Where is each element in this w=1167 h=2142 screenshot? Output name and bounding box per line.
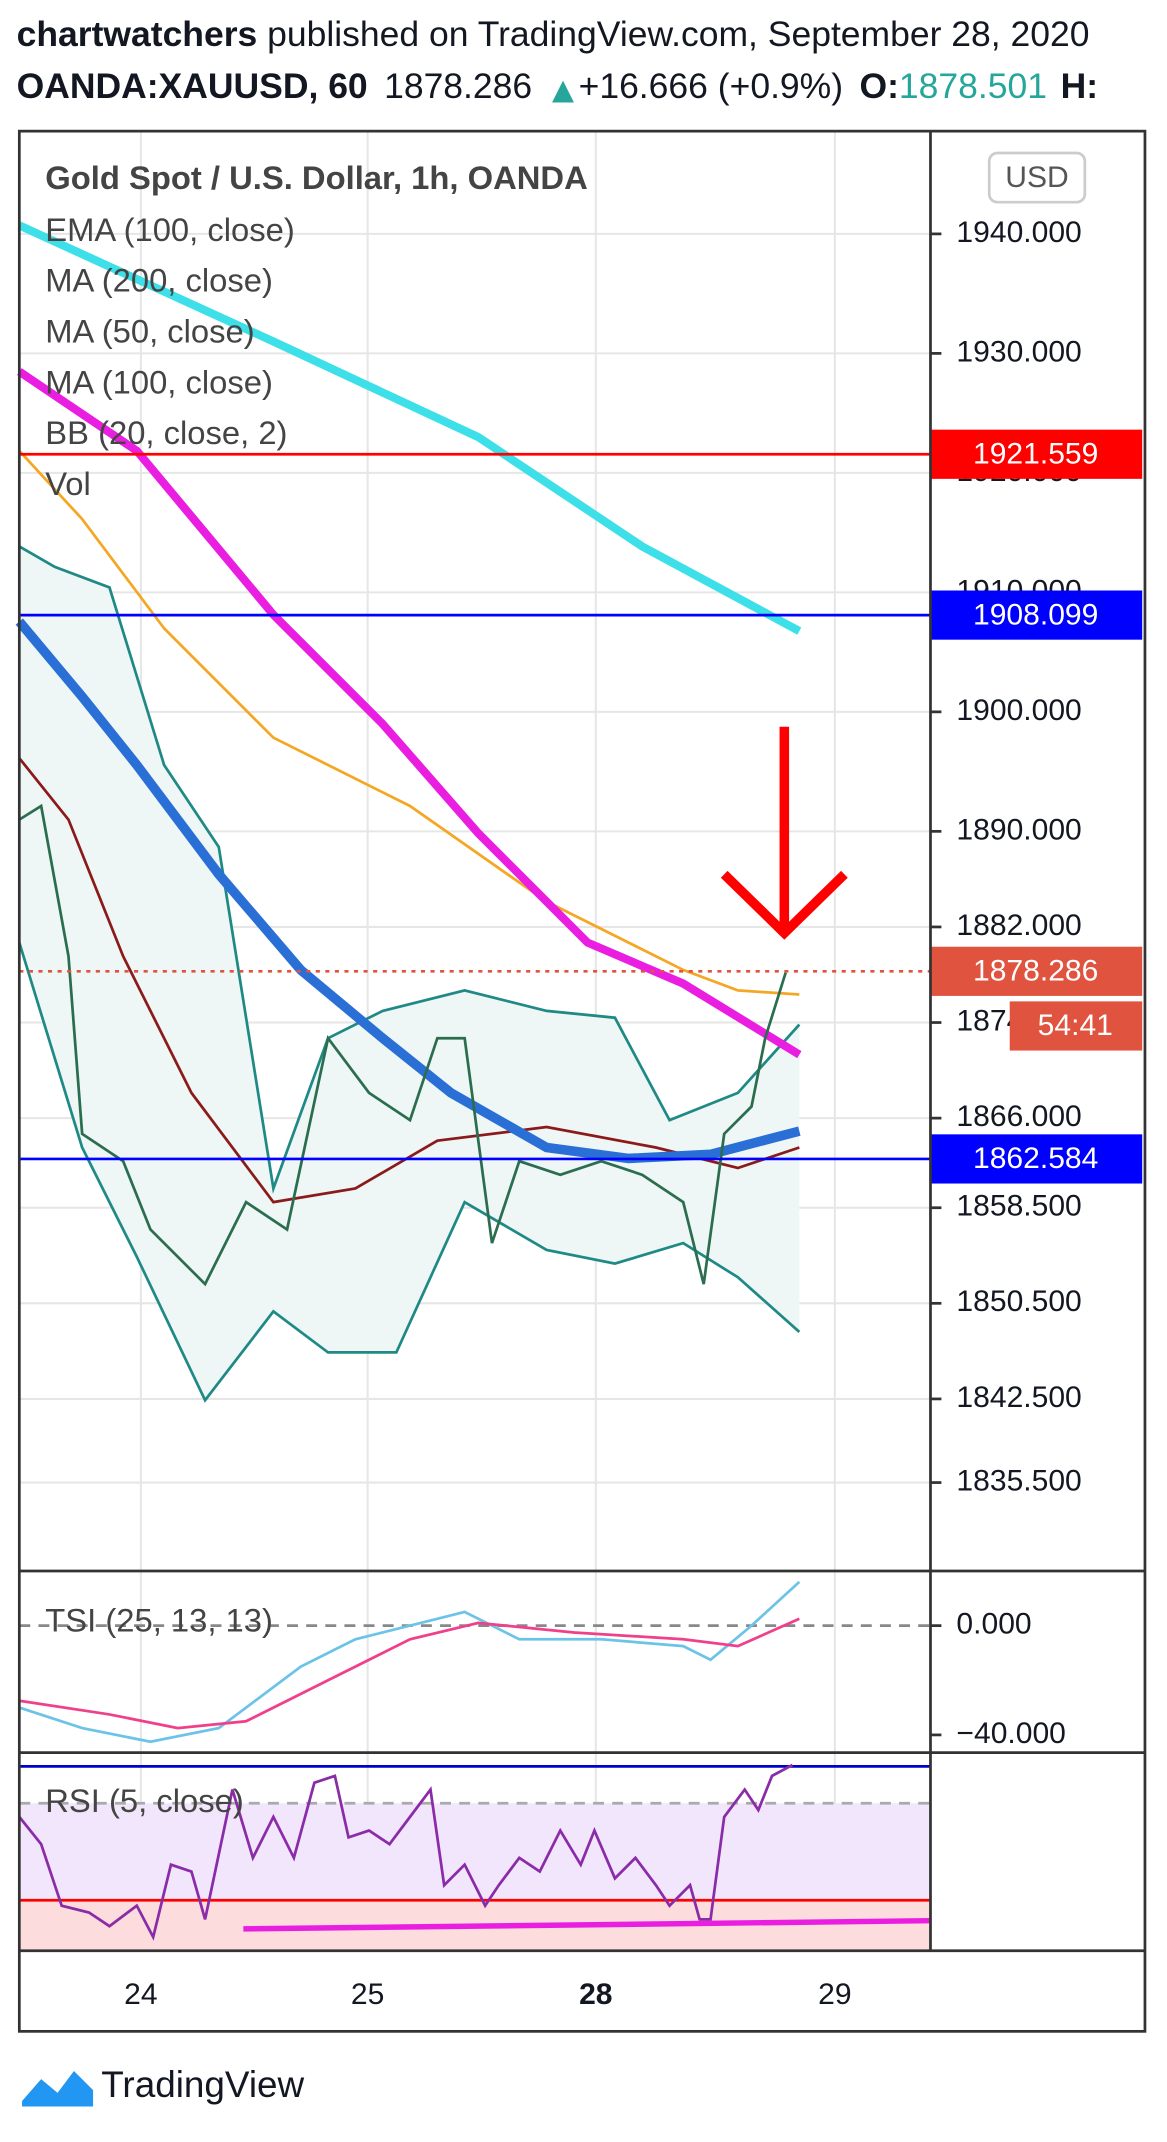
indicator-label: Vol — [45, 465, 91, 502]
arrow-head — [720, 870, 848, 940]
y-tick-label: 1866.000 — [956, 1100, 1081, 1133]
y-tick-label: 1890.000 — [956, 813, 1081, 846]
tsi-label: TSI (25, 13, 13) — [45, 1602, 273, 1639]
logo — [22, 2070, 94, 2107]
symbol: OANDA:XAUUSD, 60 — [17, 66, 368, 106]
ema-line — [17, 221, 802, 635]
indicator-label: MA (50, close) — [45, 313, 254, 350]
rsi-trendline — [243, 1917, 931, 1932]
y-tick-label: 1882.000 — [956, 909, 1081, 942]
ma200-line — [18, 449, 800, 996]
y-tick-label: 1900.000 — [956, 694, 1081, 727]
last-price: 1878.286 — [384, 66, 532, 106]
currency-button[interactable] — [987, 151, 1087, 204]
price-path — [18, 803, 787, 1287]
published: published on TradingView.com, September … — [267, 14, 1089, 54]
price-tag-label: 1878.286 — [973, 955, 1098, 988]
y-tick-label: 1835.500 — [956, 1464, 1081, 1497]
x-tick-label: 25 — [351, 1978, 384, 2011]
y-tick-label: 1850.500 — [956, 1285, 1081, 1318]
open: 1878.501 — [899, 66, 1047, 106]
bb-lower — [18, 942, 801, 1403]
frame — [17, 129, 1147, 2033]
price-tag-label: 1921.559 — [973, 438, 1098, 471]
change: +16.666 (+0.9%) — [579, 66, 843, 106]
x-tick-label: 24 — [124, 1978, 157, 2011]
y-tick-label: 1842.500 — [956, 1381, 1081, 1414]
price-tag — [930, 1134, 1143, 1184]
indicator-label: BB (20, close, 2) — [45, 414, 287, 451]
rsi-label: RSI (5, close) — [45, 1782, 243, 1819]
indicator-legend: EMA (100, close) MA (200, close) MA (50, c… — [45, 211, 295, 502]
up-triangle — [552, 80, 574, 103]
open-label: O: — [859, 66, 898, 106]
y-tick-label: 1858.500 — [956, 1190, 1081, 1223]
countdown-tag — [1009, 1001, 1143, 1051]
ema-blue-line — [15, 618, 801, 1164]
tsi-signal — [19, 1617, 800, 1730]
price-tag — [930, 946, 1143, 996]
high-label: H: — [1061, 66, 1098, 106]
indicator-label: MA (100, close) — [45, 363, 273, 400]
y-tick-label: −40.000 — [956, 1717, 1065, 1750]
countdown: 54:41 — [1038, 1009, 1113, 1042]
price-tag — [930, 429, 1143, 479]
indicator-label: MA (200, close) — [45, 262, 273, 299]
y-tick-label: 1940.000 — [956, 216, 1081, 249]
footer: TradingView — [101, 2064, 304, 2105]
price-tag-label: 1908.099 — [973, 598, 1098, 631]
bb-upper — [18, 545, 801, 1194]
chart-title: Gold Spot / U.S. Dollar, 1h, OANDA — [45, 159, 588, 196]
x-tick-label: 28 — [579, 1978, 612, 2011]
marks: 1940.0001930.0001920.0001910.0001900.000… — [19, 216, 1143, 2011]
quote-line: OANDA:XAUUSD, 60 1878.286 +16.666 (+0.9%) O… — [17, 66, 1099, 106]
currency[interactable]: USD — [1005, 161, 1068, 194]
y-tick-label: 1930.000 — [956, 335, 1081, 368]
price-tag-label: 1862.584 — [973, 1142, 1098, 1175]
indicator-label: EMA (100, close) — [45, 211, 295, 248]
tsi-line — [18, 1580, 801, 1744]
price-tag — [930, 590, 1143, 640]
ma100-line — [17, 368, 802, 1059]
x-tick-label: 29 — [818, 1978, 851, 2011]
header-line: chartwatchers published on TradingView.c… — [17, 14, 1090, 54]
bb-fill — [19, 546, 800, 1401]
rsi-line — [18, 1763, 794, 1941]
y-tick-label: 0.000 — [956, 1608, 1031, 1641]
author: chartwatchers — [17, 14, 258, 54]
